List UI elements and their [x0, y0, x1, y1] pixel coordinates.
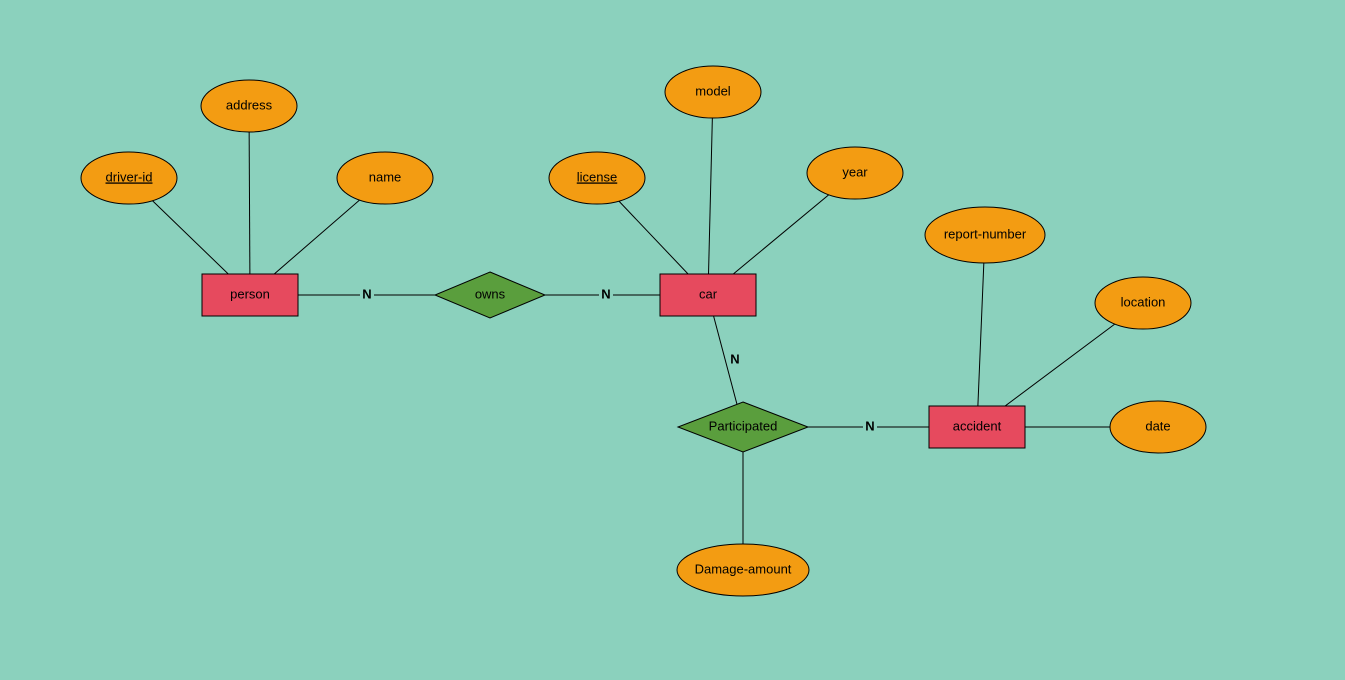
attribute-damage-amount: Damage-amount: [677, 544, 809, 596]
relationship-participated: Participated: [678, 402, 808, 452]
edges-layer: [129, 92, 1158, 570]
entity-car: car: [660, 274, 756, 316]
er-diagram: N N N Nperson car accident owns Participated dri…: [0, 0, 1345, 680]
edge-accident-report-number: [977, 235, 985, 427]
attribute-name: name: [337, 152, 433, 204]
cardinality-label: N: [601, 286, 610, 301]
attribute-model: model: [665, 66, 761, 118]
cardinality-label: N: [865, 418, 874, 433]
attribute-label: year: [842, 164, 868, 179]
entity-label: person: [230, 286, 270, 301]
attribute-label: date: [1145, 418, 1170, 433]
attribute-year: year: [807, 147, 903, 199]
attribute-label: driver-id: [106, 169, 153, 184]
attribute-label: model: [695, 83, 731, 98]
attribute-address: address: [201, 80, 297, 132]
relationship-label: Participated: [709, 418, 778, 433]
relationship-owns: owns: [435, 272, 545, 318]
entity-label: car: [699, 286, 718, 301]
attribute-license: license: [549, 152, 645, 204]
attribute-date: date: [1110, 401, 1206, 453]
relationship-label: owns: [475, 286, 506, 301]
attribute-driver-id: driver-id: [81, 152, 177, 204]
attribute-label: name: [369, 169, 402, 184]
attribute-label: Damage-amount: [695, 561, 792, 576]
entity-person: person: [202, 274, 298, 316]
shapes-layer: N N N Nperson car accident owns Participated dri…: [81, 66, 1206, 596]
entity-accident: accident: [929, 406, 1025, 448]
entity-label: accident: [953, 418, 1002, 433]
edge-person-address: [249, 106, 250, 295]
cardinality-label: N: [730, 351, 739, 366]
attribute-label: report-number: [944, 226, 1027, 241]
edge-car-model: [708, 92, 713, 295]
attribute-label: license: [577, 169, 617, 184]
attribute-location: location: [1095, 277, 1191, 329]
attribute-label: location: [1121, 294, 1166, 309]
attribute-label: address: [226, 97, 273, 112]
attribute-report-number: report-number: [925, 207, 1045, 263]
cardinality-label: N: [362, 286, 371, 301]
